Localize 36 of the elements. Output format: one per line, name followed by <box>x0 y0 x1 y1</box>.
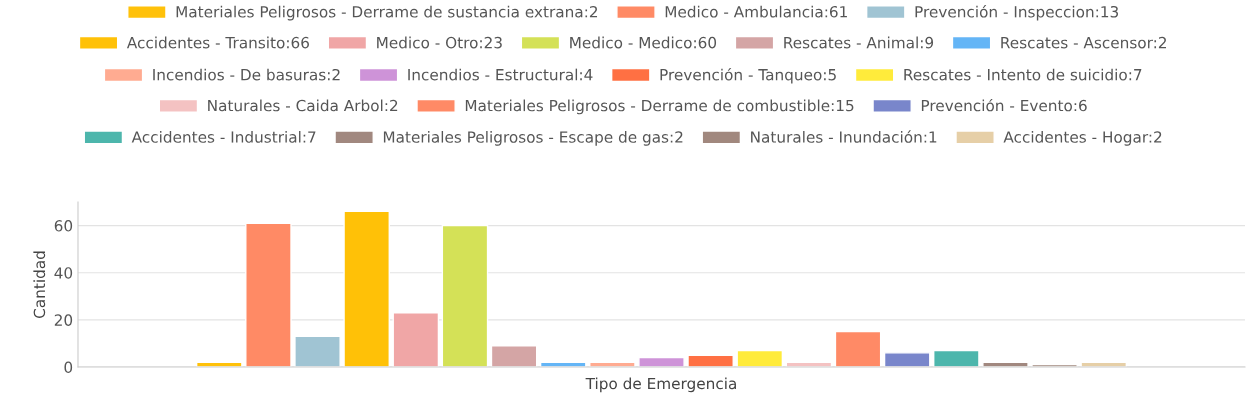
bar <box>294 335 341 367</box>
legend-label: Materiales Peligrosos - Derrame de sustancia extrana:2 <box>176 5 598 21</box>
x-axis-title: Tipo de Emergencia <box>585 377 736 393</box>
bar <box>736 349 784 367</box>
y-tick-label: 60 <box>54 220 73 232</box>
bar <box>343 210 390 367</box>
legend-label: Medico - Medico:60 <box>570 36 717 49</box>
legend-label: Materiales Peligrosos - Derrame de combustible:15 <box>465 99 854 115</box>
legend-label: Naturales - Inundación:1 <box>751 130 937 143</box>
bar <box>638 356 685 367</box>
y-tick-label: 40 <box>54 267 73 279</box>
legend-label: Naturales - Caida Arbol:2 <box>208 99 398 112</box>
legend-label: Rescates - Intento de suicidio:7 <box>904 68 1142 81</box>
legend-label: Prevención - Tanqueo:5 <box>660 68 836 84</box>
legend-label: Accidentes - Industrial:7 <box>131 130 316 143</box>
bar <box>392 312 440 367</box>
bar <box>441 224 489 367</box>
y-tick-label: 0 <box>64 361 73 374</box>
bar <box>834 330 882 367</box>
legend-label: Medico - Ambulancia:61 <box>665 5 847 18</box>
y-axis-title: Cantidad <box>33 251 46 318</box>
bar <box>490 345 538 367</box>
legend-label: Prevención - Evento:6 <box>921 98 1087 112</box>
y-tick-label: 20 <box>54 314 73 326</box>
legend-label: Prevención - Inspeccion:13 <box>915 5 1119 21</box>
legend-label: Rescates - Animal:9 <box>784 36 934 49</box>
bar <box>883 352 931 367</box>
legend-label: Accidentes - Hogar:2 <box>1003 130 1162 146</box>
legend-label: Materiales Peligrosos - Escape de gas:2 <box>383 130 683 146</box>
legend-label: Incendios - De basuras:2 <box>153 68 340 81</box>
bar <box>245 222 292 367</box>
legend-label: Incendios - Estructural:4 <box>408 68 593 81</box>
legend-label: Accidentes - Transito:66 <box>126 36 309 49</box>
legend-label: Rescates - Ascensor:2 <box>1001 36 1166 49</box>
legend-label: Medico - Otro:23 <box>377 36 502 49</box>
bar <box>933 349 980 367</box>
